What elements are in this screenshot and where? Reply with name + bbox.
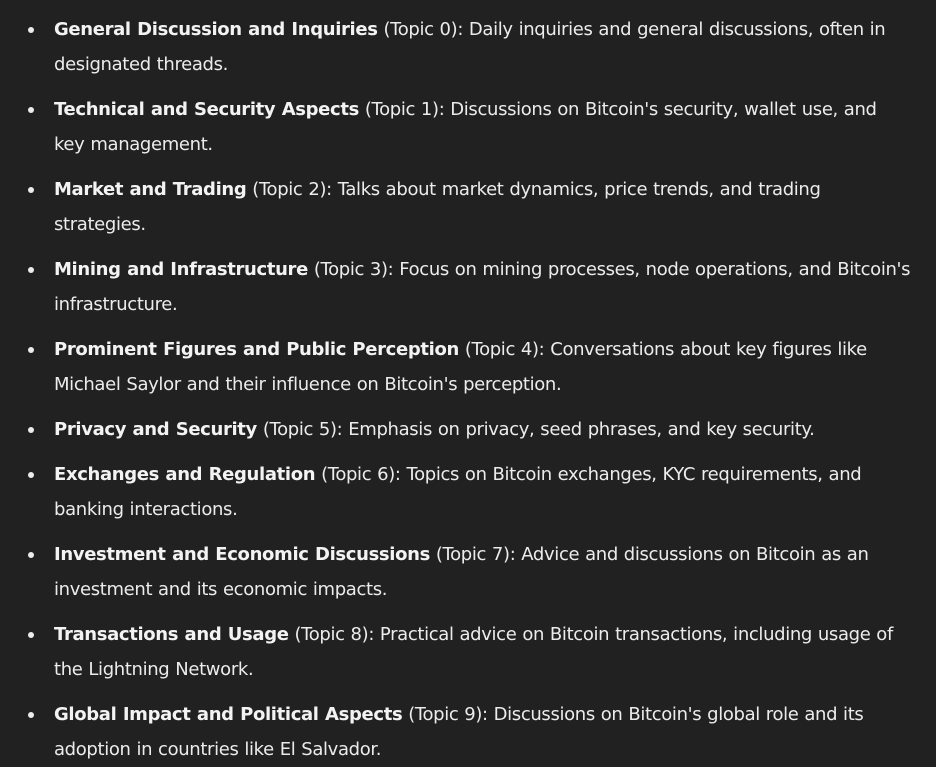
topic-name: Exchanges and Regulation bbox=[54, 464, 316, 485]
topic-description: : Daily inquiries and general discussion… bbox=[54, 19, 886, 75]
document-page: General Discussion and Inquiries (Topic … bbox=[28, 19, 911, 760]
list-item-topic-4: Prominent Figures and Public Perception … bbox=[28, 332, 912, 402]
topic-tag: (Topic 3) bbox=[313, 259, 388, 280]
list-item-topic-6: Exchanges and Regulation (Topic 6): Topi… bbox=[28, 457, 912, 527]
topic-description: : Focus on mining processes, node operat… bbox=[54, 259, 911, 315]
topic-name: Mining and Infrastructure bbox=[54, 259, 308, 280]
topic-description: : Practical advice on Bitcoin transactio… bbox=[54, 624, 893, 680]
list-item-topic-9: Global Impact and Political Aspects (Top… bbox=[28, 697, 912, 767]
topic-name: Technical and Security Aspects bbox=[54, 99, 359, 120]
topic-description: : Discussions on Bitcoin's security, wal… bbox=[54, 99, 877, 155]
topic-tag: (Topic 9) bbox=[408, 704, 483, 725]
list-item-topic-3: Mining and Infrastructure (Topic 3): Foc… bbox=[28, 252, 912, 322]
list-item-topic-1: Technical and Security Aspects (Topic 1)… bbox=[28, 92, 912, 162]
topic-name: Investment and Economic Discussions bbox=[54, 544, 430, 565]
list-item-topic-5: Privacy and Security (Topic 5): Emphasis… bbox=[28, 412, 912, 447]
topic-tag: (Topic 7) bbox=[435, 544, 510, 565]
topic-tag: (Topic 4) bbox=[464, 339, 539, 360]
topic-name: Prominent Figures and Public Perception bbox=[54, 339, 459, 360]
topic-name: Global Impact and Political Aspects bbox=[54, 704, 403, 725]
topic-description: : Talks about market dynamics, price tre… bbox=[54, 179, 821, 235]
topic-tag: (Topic 0) bbox=[383, 19, 458, 40]
topic-description: : Emphasis on privacy, seed phrases, and… bbox=[336, 419, 815, 440]
topic-tag: (Topic 6) bbox=[321, 464, 395, 485]
list-item-topic-2: Market and Trading (Topic 2): Talks abou… bbox=[28, 172, 912, 242]
topic-description: : Conversations about key figures like M… bbox=[54, 339, 867, 395]
topic-name: Privacy and Security bbox=[54, 419, 257, 440]
topic-description: : Advice and discussions on Bitcoin as a… bbox=[54, 544, 869, 600]
topic-name: Transactions and Usage bbox=[54, 624, 289, 645]
list-item-topic-7: Investment and Economic Discussions (Top… bbox=[28, 537, 912, 607]
list-item-topic-8: Transactions and Usage (Topic 8): Practi… bbox=[28, 617, 912, 687]
topic-tag: (Topic 5) bbox=[262, 419, 337, 440]
list-item-topic-0: General Discussion and Inquiries (Topic … bbox=[28, 12, 912, 82]
topic-tag: (Topic 2) bbox=[252, 179, 327, 200]
topic-name: Market and Trading bbox=[54, 179, 247, 200]
topic-list: General Discussion and Inquiries (Topic … bbox=[28, 12, 912, 767]
topic-name: General Discussion and Inquiries bbox=[54, 19, 378, 40]
topic-tag: (Topic 1) bbox=[364, 99, 439, 120]
topic-tag: (Topic 8) bbox=[294, 624, 369, 645]
topic-description: : Topics on Bitcoin exchanges, KYC requi… bbox=[54, 464, 862, 520]
